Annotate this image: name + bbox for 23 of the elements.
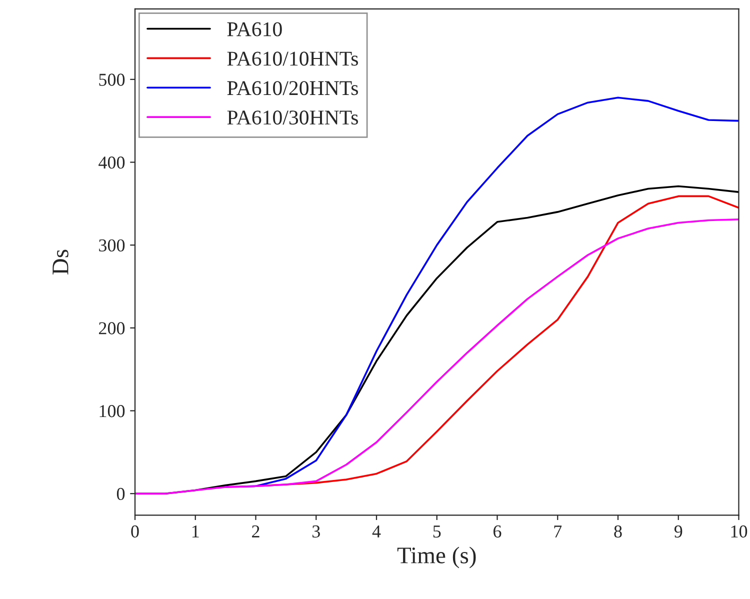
x-tick-label: 9 bbox=[674, 525, 682, 538]
legend-label: PA610/20HNTs bbox=[227, 81, 358, 96]
x-tick-label: 0 bbox=[131, 525, 139, 538]
legend-label: PA610 bbox=[227, 22, 282, 36]
y-tick-label: 300 bbox=[99, 239, 125, 252]
x-tick-label: 6 bbox=[494, 525, 502, 538]
x-tick-label: 5 bbox=[433, 526, 441, 538]
x-tick-label: 7 bbox=[554, 526, 562, 538]
x-tick-label: 4 bbox=[372, 526, 381, 538]
y-tick-label: 200 bbox=[98, 322, 125, 334]
y-tick-label: 500 bbox=[99, 74, 125, 86]
y-tick-label: 100 bbox=[100, 405, 125, 418]
y-tick-label: 0 bbox=[116, 488, 125, 500]
y-axis-title: Ds bbox=[52, 250, 68, 275]
x-tick-label: 1 bbox=[192, 525, 199, 538]
x-axis-title: Time (s) bbox=[397, 546, 476, 568]
legend-label: PA610/10HNTs bbox=[227, 52, 358, 66]
x-tick-label: 3 bbox=[312, 525, 320, 538]
x-tick-label: 2 bbox=[252, 525, 260, 538]
x-tick-label: 8 bbox=[614, 525, 622, 538]
y-tick-label: 400 bbox=[98, 156, 125, 169]
legend-label: PA610/30HNTs bbox=[227, 110, 358, 125]
x-tick-label: 10 bbox=[731, 525, 748, 538]
